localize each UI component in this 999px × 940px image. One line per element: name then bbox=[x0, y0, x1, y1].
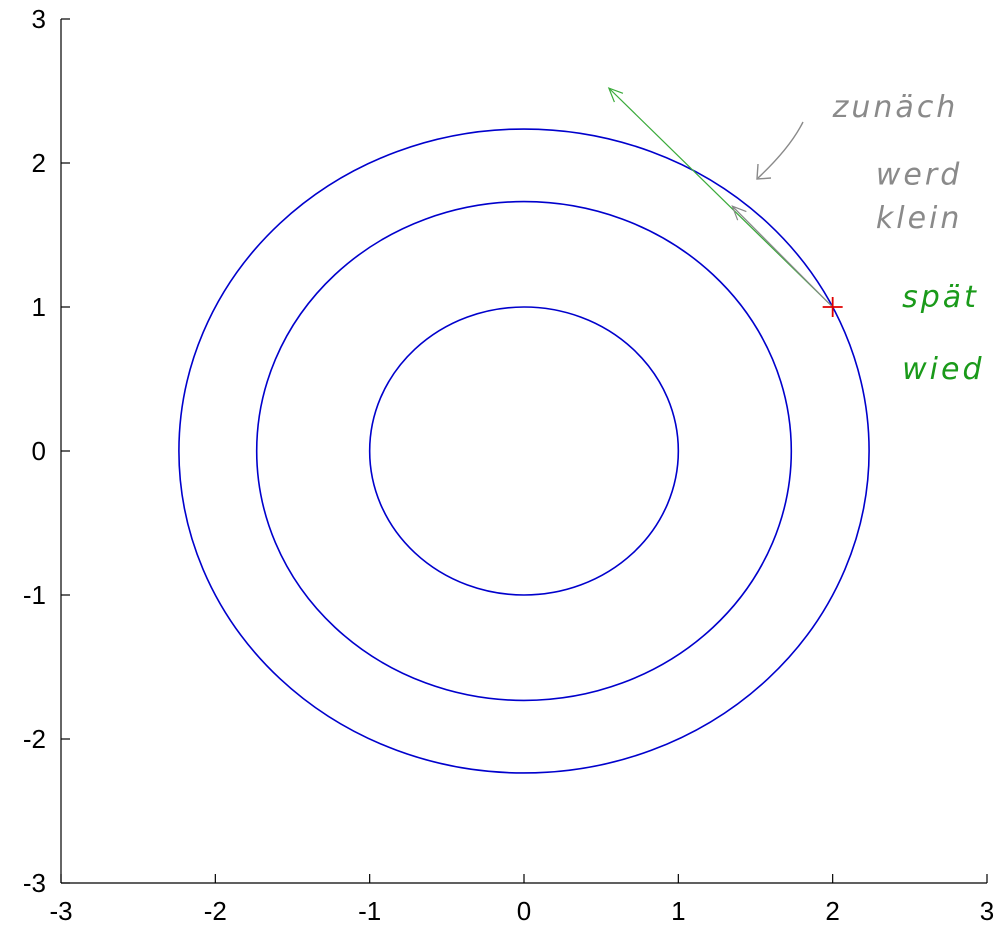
x-tick-label: -1 bbox=[358, 896, 381, 926]
vector-shaft bbox=[608, 87, 834, 308]
y-tick-label: -1 bbox=[23, 580, 46, 610]
contour-line bbox=[178, 128, 870, 774]
vector-head bbox=[607, 87, 624, 103]
vectors bbox=[607, 87, 834, 308]
annotation-pointer-arrow bbox=[756, 121, 804, 180]
vector-shaft bbox=[731, 205, 834, 308]
y-tick-label: -3 bbox=[23, 868, 46, 898]
x-tick-label: 0 bbox=[517, 896, 531, 926]
x-tick-label: -2 bbox=[204, 896, 227, 926]
y-tick-label: 0 bbox=[32, 436, 46, 466]
annotation-text: zunäch bbox=[832, 90, 959, 125]
contour-line bbox=[368, 306, 680, 596]
x-tick-label: 1 bbox=[671, 896, 685, 926]
annotation-text: werd bbox=[876, 158, 962, 193]
contours bbox=[178, 128, 870, 774]
markers bbox=[822, 297, 843, 317]
axes: -3 -2 -1 0 1 2 3 3 2 1 0 -1 -2 -3 bbox=[23, 4, 994, 926]
annotation-text: spät bbox=[902, 280, 979, 315]
x-tick-label: 2 bbox=[825, 896, 839, 926]
y-tick-label: -2 bbox=[23, 724, 46, 754]
gradient-vector bbox=[607, 87, 834, 308]
y-tick-label: 3 bbox=[32, 4, 46, 34]
annotation-text: klein bbox=[876, 201, 963, 236]
x-tick-label: 3 bbox=[980, 896, 994, 926]
y-tick-label: 2 bbox=[32, 148, 46, 178]
point-marker bbox=[822, 297, 843, 317]
y-tick-label: 1 bbox=[32, 292, 46, 322]
pointer-shaft bbox=[757, 121, 804, 179]
annotation-text: wied bbox=[902, 352, 984, 387]
gradient-vector bbox=[731, 205, 834, 308]
annotations: zunäch werd klein spät wied bbox=[756, 90, 984, 387]
x-tick-label: -3 bbox=[49, 896, 72, 926]
pointer-head bbox=[756, 163, 772, 180]
vector-head bbox=[731, 205, 747, 221]
contour-line bbox=[255, 200, 793, 702]
